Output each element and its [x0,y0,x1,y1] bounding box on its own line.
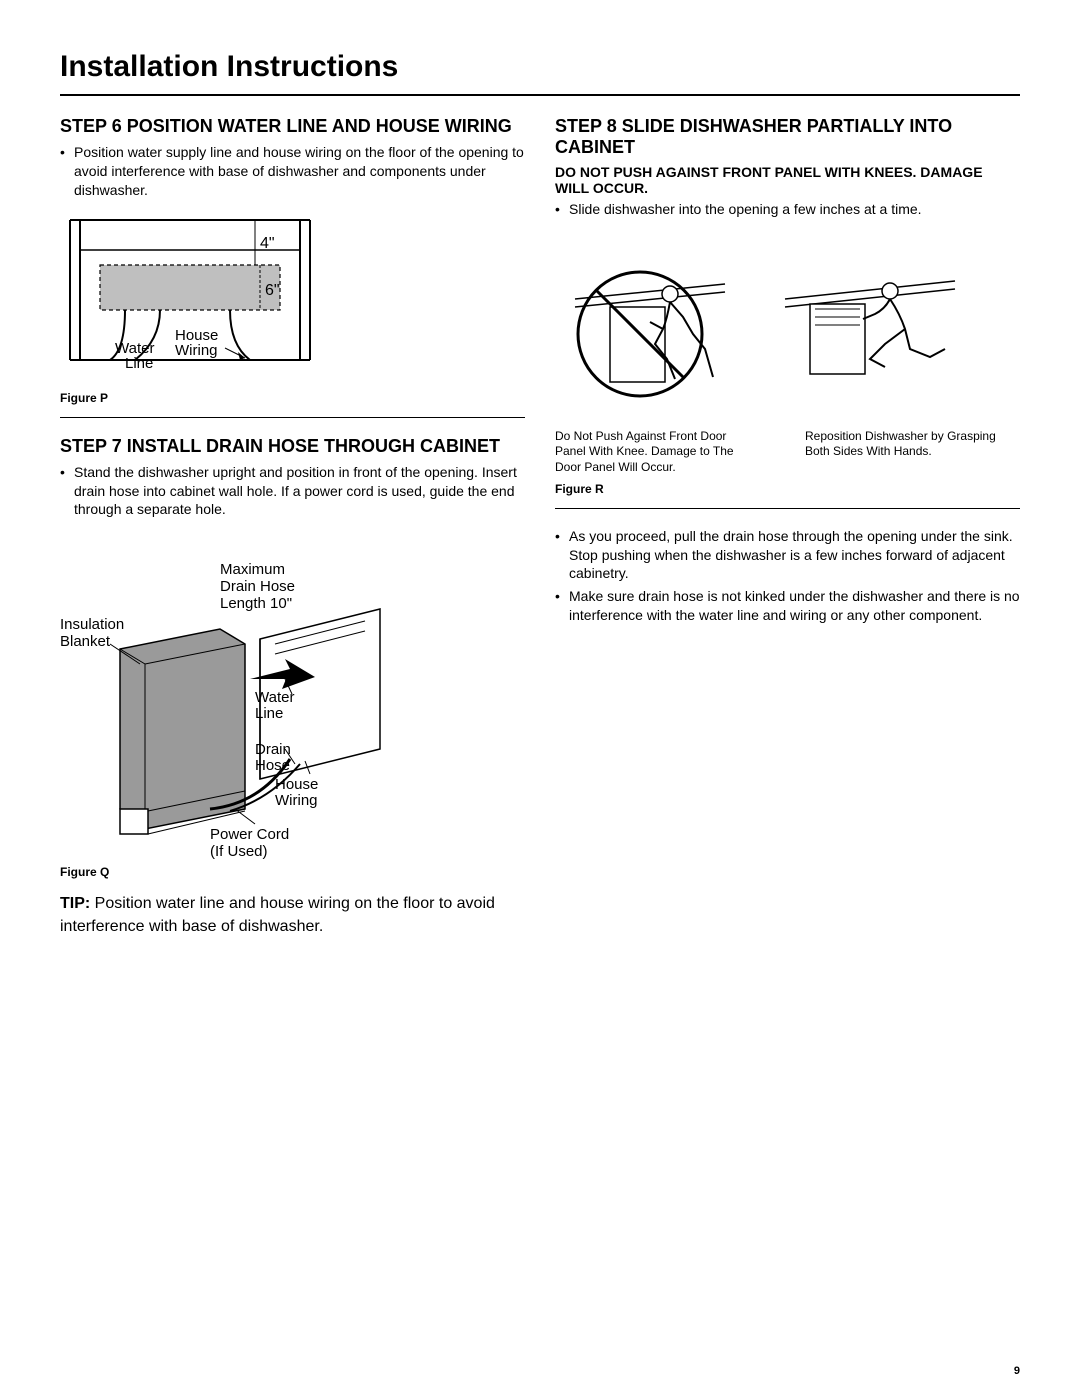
figure-r-left-caption: Do Not Push Against Front Door Panel Wit… [555,429,735,476]
svg-text:Line: Line [125,355,153,372]
step8-bullets-bottom: As you proceed, pull the drain hose thro… [555,527,1020,625]
figure-p-caption: Figure P [60,391,525,405]
step7-section: STEP 7 INSTALL DRAIN HOSE THROUGH CABINE… [60,436,525,938]
page-title: Installation Instructions [60,50,1020,96]
page-number: 9 [1014,1365,1020,1377]
step6-bullet: Position water supply line and house wir… [60,143,525,200]
svg-text:Line: Line [255,705,283,722]
divider-right [555,508,1020,509]
step6-bullets: Position water supply line and house wir… [60,143,525,200]
step7-tip: TIP: Position water line and house wirin… [60,893,525,938]
step8-bullets-top: Slide dishwasher into the opening a few … [555,200,1020,219]
svg-text:Wiring: Wiring [175,342,218,359]
step8-bullet-top: Slide dishwasher into the opening a few … [555,200,1020,219]
svg-text:Wiring: Wiring [275,792,318,809]
svg-text:Hose: Hose [255,757,290,774]
step8-bullet-b2: Make sure drain hose is not kinked under… [555,587,1020,625]
left-column: STEP 6 POSITION WATER LINE AND HOUSE WIR… [60,116,525,938]
svg-text:(If Used): (If Used) [210,843,268,859]
tip-body: Position water line and house wiring on … [60,895,495,934]
svg-text:Power Cord: Power Cord [210,826,289,843]
svg-text:4": 4" [260,235,275,252]
step8-section: STEP 8 SLIDE DISHWASHER PARTIALLY INTO C… [555,116,1020,625]
step6-section: STEP 6 POSITION WATER LINE AND HOUSE WIR… [60,116,525,405]
right-column: STEP 8 SLIDE DISHWASHER PARTIALLY INTO C… [555,116,1020,938]
step6-heading: STEP 6 POSITION WATER LINE AND HOUSE WIR… [60,116,525,137]
svg-text:Water: Water [255,689,294,706]
tip-label: TIP: [60,895,90,912]
figure-r-caption: Figure R [555,482,1020,496]
step8-bullet-b1: As you proceed, pull the drain hose thro… [555,527,1020,584]
svg-text:Blanket: Blanket [60,633,111,650]
svg-text:Insulation: Insulation [60,616,124,633]
step8-warning: DO NOT PUSH AGAINST FRONT PANEL WITH KNE… [555,164,1020,196]
svg-text:6": 6" [265,282,280,299]
content-columns: STEP 6 POSITION WATER LINE AND HOUSE WIR… [60,116,1020,938]
figure-r-right-caption: Reposition Dishwasher by Grasping Both S… [755,429,1020,476]
step8-heading: STEP 8 SLIDE DISHWASHER PARTIALLY INTO C… [555,116,1020,158]
svg-text:House: House [275,776,318,793]
step7-bullets: Stand the dishwasher upright and positio… [60,463,525,520]
step7-bullet: Stand the dishwasher upright and positio… [60,463,525,520]
step7-heading: STEP 7 INSTALL DRAIN HOSE THROUGH CABINE… [60,436,525,457]
figure-p: 4" 6" Water Line House Wiring Figure P [60,210,525,405]
svg-text:Drain: Drain [255,741,291,758]
figure-r: Do Not Push Against Front Door Panel Wit… [555,249,1020,496]
divider-left [60,417,525,418]
figure-q: Maximum Drain Hose Length 10" Insulation… [60,549,525,879]
svg-text:Maximum: Maximum [220,561,285,578]
svg-text:Drain Hose: Drain Hose [220,578,295,595]
svg-text:Length 10": Length 10" [220,595,292,612]
figure-q-caption: Figure Q [60,865,525,879]
